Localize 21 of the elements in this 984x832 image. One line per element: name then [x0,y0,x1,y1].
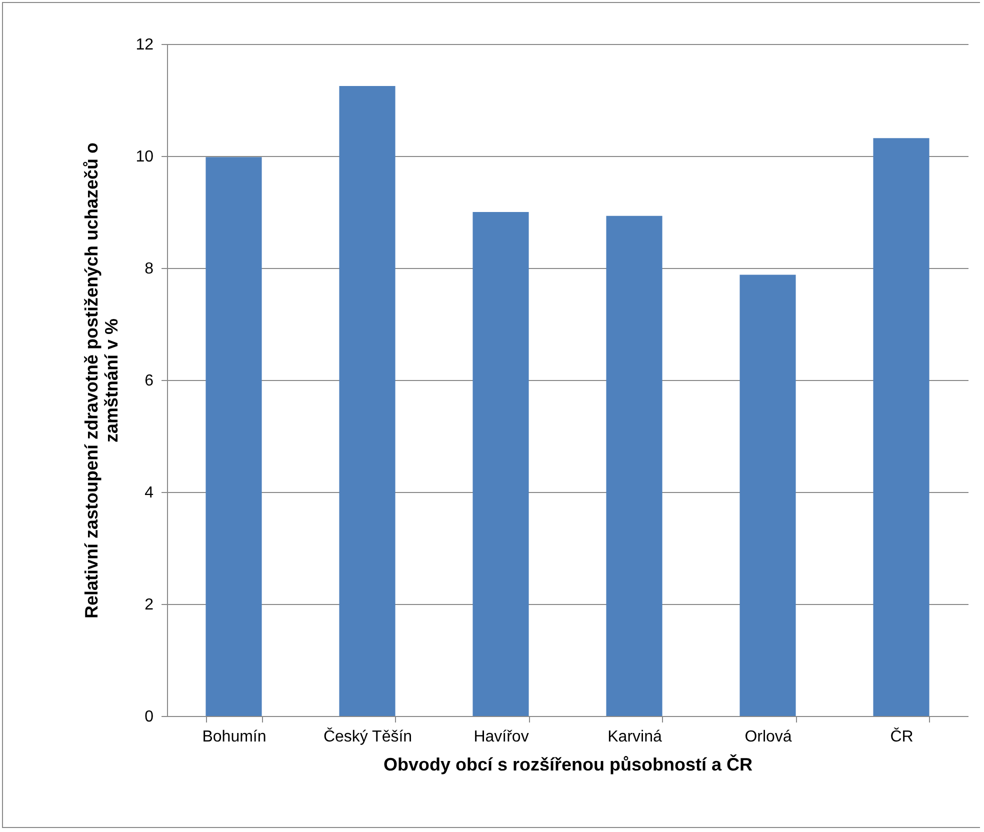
bar [206,157,262,716]
x-tick-label: Orlová [744,728,792,746]
x-tick-label: Havířov [474,728,529,746]
bar [606,216,662,716]
bar [339,86,396,716]
x-tick-label: Bohumín [202,728,266,746]
x-tick-label: Český Těšín [323,728,412,746]
y-tick-label: 4 [144,484,154,502]
y-axis-title: Relativní zastoupení zdravotně postižených uchazečů o zamštnání v % [82,142,122,619]
y-tick-label: 0 [144,708,154,726]
x-axis-title: Obvody obcí s rozšířenou působností a ČR [383,754,753,774]
bar [873,138,930,716]
x-tick-label: ČR [890,728,914,746]
y-tick-label: 2 [144,596,154,614]
y-tick-label: 6 [144,372,154,390]
y-tick-label: 10 [136,148,154,166]
y-tick-label: 12 [136,36,154,54]
bar [740,274,796,716]
x-tick-label: Karviná [608,728,662,746]
y-tick-label: 8 [144,260,154,278]
bar [472,212,529,716]
